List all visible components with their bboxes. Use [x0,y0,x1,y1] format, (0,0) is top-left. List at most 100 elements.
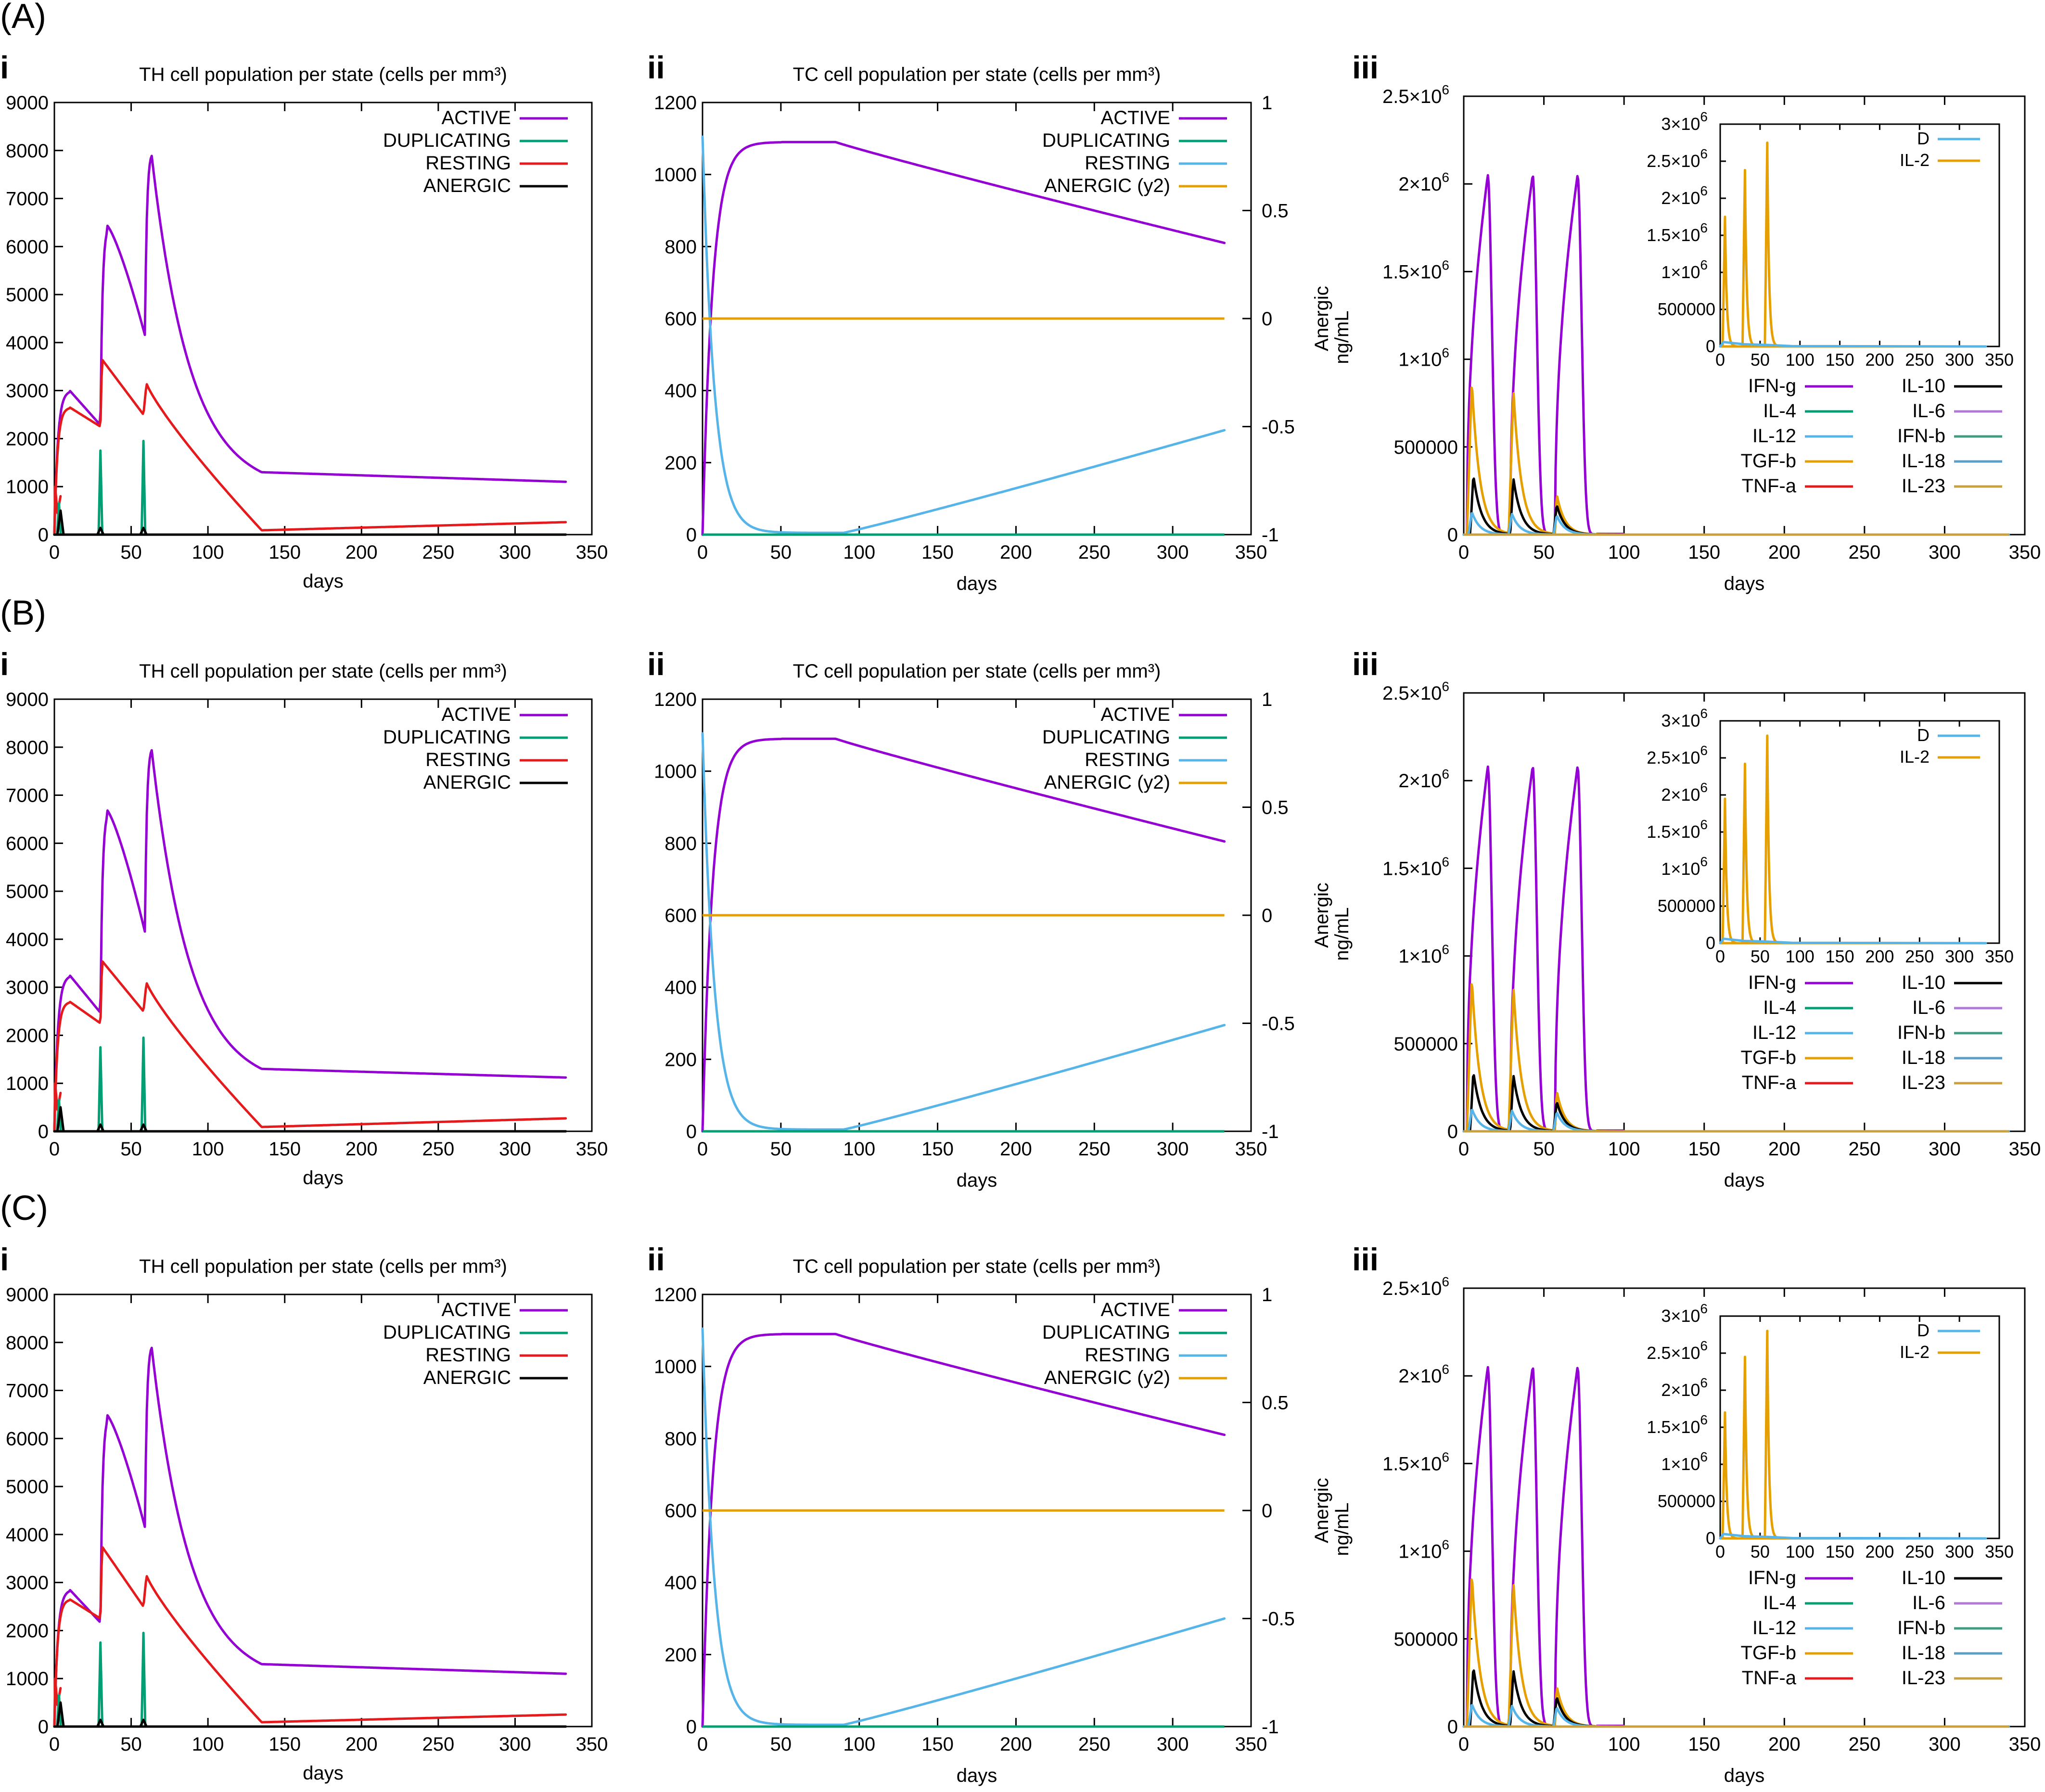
il-2-line [1741,169,1758,348]
legend-label: IL-4 [1763,997,1796,1018]
x-tick-label: 350 [2009,1734,2041,1755]
legend-label: ANERGIC (y2) [1044,772,1170,793]
y-tick-label: 0 [686,1121,697,1142]
y-tick-label: 4000 [6,1524,49,1546]
x-axis-title: days [957,1170,997,1191]
x-tick-label: 350 [576,1734,608,1755]
y2-tick-label: -1 [1262,1121,1279,1142]
x-tick-label: 300 [1157,542,1189,563]
y-tick-label: 0 [686,1716,697,1738]
inset-y-tick-label: 500000 [1658,1491,1715,1511]
y-tick-label: 9000 [6,1284,49,1306]
y2-tick-label: 0 [1262,905,1272,926]
th-duplicating-spike [97,449,104,536]
y-tick-label: 0 [1447,1121,1458,1142]
x-tick-label: 300 [1929,1139,1961,1160]
x-tick-label: 150 [1688,542,1720,563]
y2-tick-label: 0 [1262,1500,1272,1522]
legend-label: RESTING [425,749,511,770]
legend-label: RESTING [1085,1344,1170,1366]
x-tick-label: 0 [1458,1139,1469,1160]
x-tick-label: 300 [1157,1139,1189,1160]
th-panel: i TH cell population per state (cells per… [0,1242,608,1784]
tc-resting-line [701,135,1226,534]
x-tick-label: 300 [1929,542,1961,563]
x-tick-label: 150 [1688,1139,1720,1160]
panel-sub-label: iii [1352,1242,1379,1277]
panel-title: TC cell population per state (cells per … [793,661,1161,682]
panel-title: TH cell population per state (cells per … [139,64,507,85]
x-axis-title: days [1724,1170,1765,1191]
y-tick-label: 800 [665,833,697,854]
x-tick-label: 250 [1905,1542,1934,1562]
x-tick-label: 50 [770,542,792,563]
th-panel: i TH cell population per state (cells per… [0,646,608,1189]
x-axis-title: days [957,1765,997,1786]
x-tick-label: 200 [1000,1734,1032,1755]
x-tick-label: 350 [576,542,608,563]
x-tick-label: 50 [1533,1734,1555,1755]
y-tick-label: 2×106 [1398,170,1449,195]
th-resting-line [53,960,567,1133]
y-tick-label: 5000 [6,284,49,306]
y-tick-label: 1200 [654,689,697,710]
inset-y-tick-label: 3×106 [1661,109,1708,134]
x-tick-label: 200 [1865,350,1894,370]
y-tick-label: 6000 [6,1428,49,1449]
y-tick-label: 600 [665,905,697,926]
inset-chart: 0 50 100 150 200 250 300 350 0 500000 1×106 1.5×106… [1647,706,2014,966]
inset-y-tick-label: 2.5×106 [1647,146,1708,171]
x-tick-label: 150 [268,1139,301,1160]
x-tick-label: 0 [1458,542,1469,563]
x-tick-label: 300 [1929,1734,1961,1755]
x-tick-label: 150 [1826,350,1854,370]
x-tick-label: 350 [1985,350,2014,370]
y-tick-label: 400 [665,381,697,402]
y-tick-label: 5000 [6,1476,49,1498]
inset-y-tick-label: 500000 [1658,896,1715,916]
x-tick-label: 0 [49,1139,60,1160]
y-tick-label: 200 [665,452,697,474]
legend-label: ANERGIC [423,175,511,196]
y-tick-label: 800 [665,1428,697,1449]
legend-label: IL-12 [1752,425,1796,447]
y-tick-label: 1000 [654,1357,697,1378]
x-tick-label: 0 [49,542,60,563]
y-tick-label: 500000 [1394,437,1458,458]
legend-label: TNF-a [1742,1072,1797,1093]
x-tick-label: 150 [268,542,301,563]
y-tick-label: 1×106 [1398,942,1449,967]
th-active-line [53,1346,567,1728]
x-axis-title: days [1724,573,1765,594]
legend-label: DUPLICATING [383,727,511,748]
y-tick-label: 1000 [6,1668,49,1690]
y2-tick-label: -1 [1262,525,1279,546]
panel-title: TC cell population per state (cells per … [793,64,1161,85]
inset-y-tick-label: 2.5×106 [1647,743,1708,768]
y-tick-label: 8000 [6,141,49,162]
y-tick-label: 2.5×106 [1382,82,1449,107]
x-tick-label: 50 [1533,542,1555,563]
y-tick-label: 8000 [6,737,49,758]
legend-label: IL-4 [1763,1592,1796,1613]
x-tick-label: 50 [120,1734,142,1755]
legend-label: IFN-g [1748,972,1796,993]
y-tick-label: 2.5×106 [1382,679,1449,704]
x-tick-label: 100 [1608,542,1640,563]
x-tick-label: 50 [770,1139,792,1160]
x-tick-label: 300 [1945,947,1974,966]
x-tick-label: 350 [1985,947,2014,966]
y-tick-label: 6000 [6,236,49,257]
x-axis-title: days [1724,1765,1765,1786]
row-c: (C) i TH cell population per state (cells … [0,1189,2041,1786]
th-anergic-spike [139,526,148,536]
d-line [1719,341,1987,348]
th-duplicating-spike [140,1631,147,1728]
x-tick-label: 350 [1235,1139,1267,1160]
th-resting-line [53,358,567,536]
y-tick-label: 800 [665,236,697,257]
cytokine-panel: iii 0 50 100 150 200 250 300 350 0 500000 1×106 1.5×… [1331,50,2041,594]
th-duplicating-spike [140,1036,147,1133]
y-axis-title: ng/mL [1331,1502,1353,1556]
x-tick-label: 50 [1751,1542,1770,1562]
